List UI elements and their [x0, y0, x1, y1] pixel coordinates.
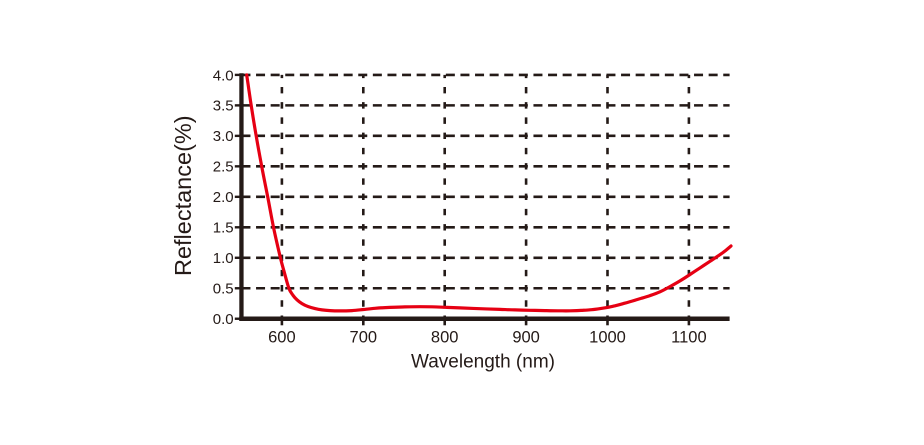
svg-text:700: 700 — [350, 329, 378, 347]
svg-text:2.0: 2.0 — [213, 189, 234, 206]
svg-text:1100: 1100 — [671, 329, 706, 347]
svg-text:3.0: 3.0 — [213, 128, 234, 145]
svg-text:600: 600 — [268, 329, 296, 347]
svg-text:2.5: 2.5 — [213, 159, 234, 176]
svg-text:800: 800 — [431, 329, 459, 347]
svg-text:4.0: 4.0 — [213, 67, 234, 84]
svg-text:Wavelength (nm): Wavelength (nm) — [411, 351, 555, 372]
svg-text:900: 900 — [512, 329, 540, 347]
svg-text:1000: 1000 — [589, 329, 626, 347]
svg-text:0.0: 0.0 — [213, 311, 234, 328]
svg-text:1.0: 1.0 — [213, 250, 234, 267]
svg-text:3.5: 3.5 — [213, 98, 234, 115]
svg-text:Reflectance(%): Reflectance(%) — [170, 115, 196, 276]
svg-text:0.5: 0.5 — [213, 281, 234, 298]
svg-text:1.5: 1.5 — [213, 220, 234, 237]
